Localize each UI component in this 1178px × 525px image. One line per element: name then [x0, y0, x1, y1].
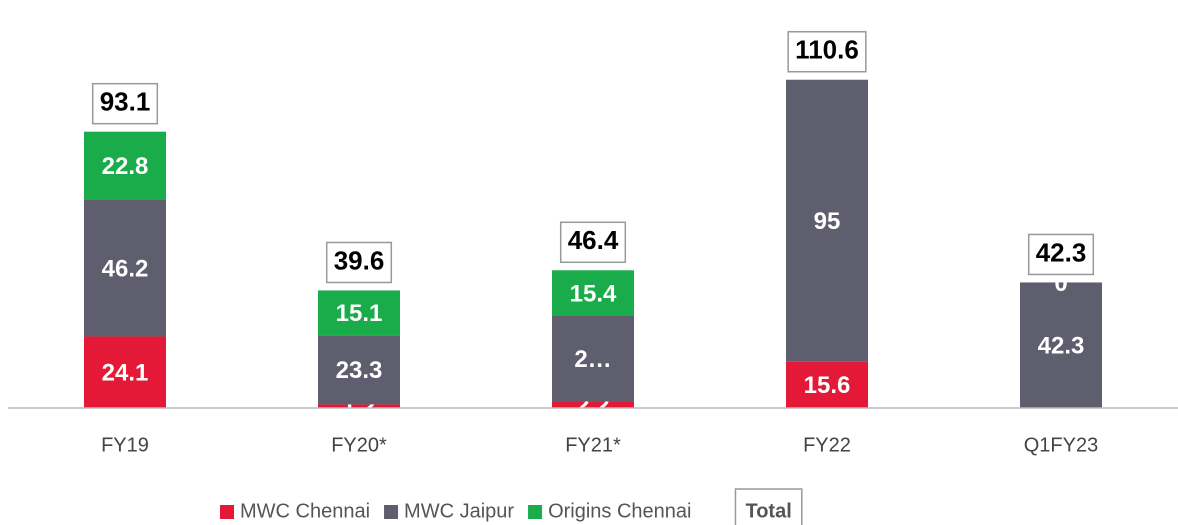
bar-segment — [84, 199, 166, 337]
x-tick-label: FY20* — [331, 434, 387, 456]
value-label: 95 — [814, 208, 841, 235]
total-box — [1027, 233, 1095, 276]
bar-segment — [1020, 282, 1102, 408]
value-label: 0 — [1054, 270, 1067, 297]
legend-swatch — [384, 505, 399, 519]
bar-segment — [552, 315, 634, 402]
total-label: 93.1 — [100, 87, 151, 117]
bar-segment — [786, 79, 868, 362]
bar-segment — [786, 361, 868, 408]
total-box — [91, 82, 159, 125]
value-label: 42.3 — [1038, 333, 1085, 360]
legend-total: Total — [745, 500, 791, 522]
legend-swatch — [528, 505, 543, 519]
total-box — [559, 221, 627, 264]
value-label: 15.4 — [570, 280, 617, 307]
legend-total-box — [734, 488, 803, 525]
total-box — [787, 30, 867, 73]
bar-segment — [318, 404, 400, 408]
legend-label: MWC Chennai — [240, 500, 370, 522]
bar-segment — [84, 131, 166, 200]
x-tick-label: FY22 — [803, 434, 851, 456]
bar-segment — [318, 290, 400, 336]
legend-label: Origins Chennai — [548, 500, 691, 522]
value-label: 24.1 — [102, 360, 149, 387]
bar-segment — [552, 401, 634, 408]
value-label: 46.2 — [102, 255, 149, 282]
value-label: 15.1 — [336, 300, 383, 327]
total-label: 110.6 — [795, 35, 859, 65]
bar-segment — [318, 335, 400, 405]
value-label: 2… — [574, 346, 611, 373]
x-tick-label: FY19 — [101, 434, 149, 456]
legend-label: MWC Jaipur — [404, 500, 514, 522]
total-box — [325, 241, 393, 284]
bar-segment — [552, 270, 634, 316]
value-label: 22.8 — [102, 153, 149, 180]
x-tick-label: Q1FY23 — [1024, 434, 1098, 456]
bar-segment — [84, 336, 166, 408]
total-label: 42.3 — [1036, 237, 1087, 267]
total-label: 39.6 — [334, 245, 385, 275]
x-tick-label: FY21* — [565, 434, 621, 456]
value-label: 15.6 — [804, 372, 851, 399]
value-label: 23.3 — [336, 357, 383, 384]
legend-swatch — [220, 505, 234, 519]
total-label: 46.4 — [568, 225, 619, 255]
